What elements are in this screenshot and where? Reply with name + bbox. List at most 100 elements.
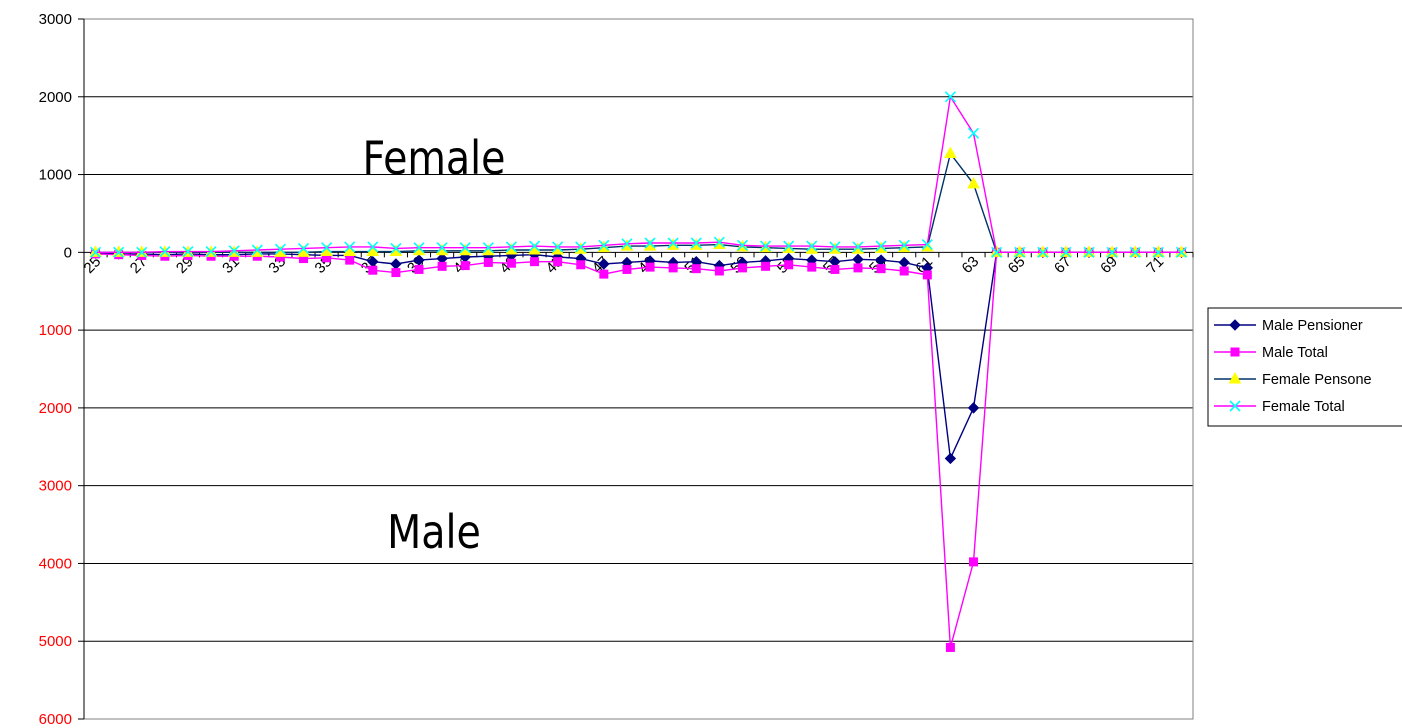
data-point: [436, 242, 448, 254]
legend-item-male-total: Male Total: [1214, 345, 1328, 361]
data-point: [944, 452, 957, 465]
series-line: [95, 94, 1182, 254]
data-point: [667, 237, 679, 249]
data-point: [736, 239, 749, 251]
data-point: [645, 262, 655, 272]
data-point: [182, 245, 194, 258]
data-point: [945, 642, 955, 652]
data-point: [806, 240, 818, 252]
data-point: [483, 257, 493, 267]
data-point: [622, 264, 632, 274]
data-point: [899, 266, 909, 276]
annotations: Female Male: [362, 132, 505, 560]
annotation-female: Female: [362, 132, 505, 186]
data-point: [668, 263, 678, 273]
data-point: [205, 245, 217, 258]
data-point: [506, 258, 516, 268]
data-point: [1129, 246, 1141, 258]
data-point: [413, 242, 425, 254]
legend-marker: [1230, 347, 1240, 357]
plot-area: [89, 91, 1188, 652]
data-point: [459, 242, 471, 254]
data-point: [482, 242, 494, 254]
data-point: [691, 264, 701, 274]
data-point: [898, 239, 910, 251]
data-point: [1152, 246, 1164, 258]
data-point: [967, 402, 980, 414]
data-point: [345, 255, 355, 265]
data-point: [969, 557, 979, 567]
legend-label: Male Pensioner: [1262, 318, 1363, 334]
data-point: [89, 246, 102, 258]
data-point: [274, 243, 286, 255]
data-point: [159, 245, 171, 258]
data-point: [760, 240, 772, 252]
y-tick-label: 3000: [39, 11, 72, 28]
y-axis-ticks: 3000 2000 1000 0 1000 2000 3000 4000 5000 6000: [39, 11, 84, 728]
data-point: [275, 252, 285, 262]
data-point: [298, 254, 308, 264]
data-point: [321, 242, 333, 254]
data-point: [807, 262, 817, 272]
y-tick-label: 1000: [39, 167, 72, 184]
data-point: [599, 269, 609, 279]
data-point: [690, 237, 702, 249]
data-point: [414, 264, 424, 274]
data-point: [713, 236, 725, 248]
data-point: [368, 265, 378, 275]
data-point: [460, 261, 470, 271]
y-tick-label: 2000: [39, 89, 72, 106]
y-tick-label: 6000: [39, 711, 72, 728]
data-point: [875, 240, 887, 252]
data-point: [967, 176, 980, 189]
data-point: [644, 237, 656, 249]
data-point: [576, 260, 586, 270]
data-point: [367, 241, 379, 253]
data-point: [784, 260, 794, 270]
data-point: [297, 242, 310, 255]
data-point: [876, 264, 886, 274]
data-point: [251, 244, 263, 256]
data-point: [1060, 246, 1072, 258]
data-point: [113, 246, 125, 258]
data-point: [575, 241, 587, 253]
annotation-male: Male: [387, 506, 481, 560]
data-point: [530, 257, 540, 267]
data-point: [944, 146, 957, 159]
legend-marker: [1229, 319, 1241, 331]
data-point: [737, 263, 747, 273]
legend-marker: [1229, 400, 1241, 412]
data-point: [528, 240, 541, 252]
legend-item-female-pensone: Female Pensone: [1214, 371, 1372, 388]
data-point: [853, 263, 863, 273]
data-point: [714, 266, 724, 276]
legend-label: Female Pensone: [1262, 372, 1372, 388]
data-point: [322, 253, 332, 263]
data-point: [437, 261, 447, 271]
data-point: [829, 241, 841, 253]
legend: Male Pensioner Male Total Female Pensone Fe…: [1207, 307, 1402, 427]
data-point: [1014, 246, 1026, 258]
data-point: [1083, 246, 1095, 258]
data-point: [761, 261, 771, 271]
data-point: [553, 257, 563, 267]
data-point: [944, 91, 956, 103]
legend-item-female-total: Female Total: [1214, 399, 1345, 415]
data-point: [1106, 246, 1118, 258]
data-point: [922, 270, 932, 280]
legend-label: Female Total: [1262, 399, 1345, 415]
y-tick-label: 1000: [39, 322, 72, 339]
data-point: [598, 239, 610, 251]
data-point: [783, 240, 795, 252]
data-point: [390, 242, 402, 255]
legend-marker: [1228, 371, 1242, 384]
data-point: [391, 268, 401, 278]
data-point: [921, 238, 933, 251]
data-point: [1175, 246, 1188, 258]
data-point: [598, 258, 610, 270]
data-point: [967, 127, 980, 139]
y-tick-label: 4000: [39, 555, 72, 572]
data-point: [228, 245, 240, 257]
